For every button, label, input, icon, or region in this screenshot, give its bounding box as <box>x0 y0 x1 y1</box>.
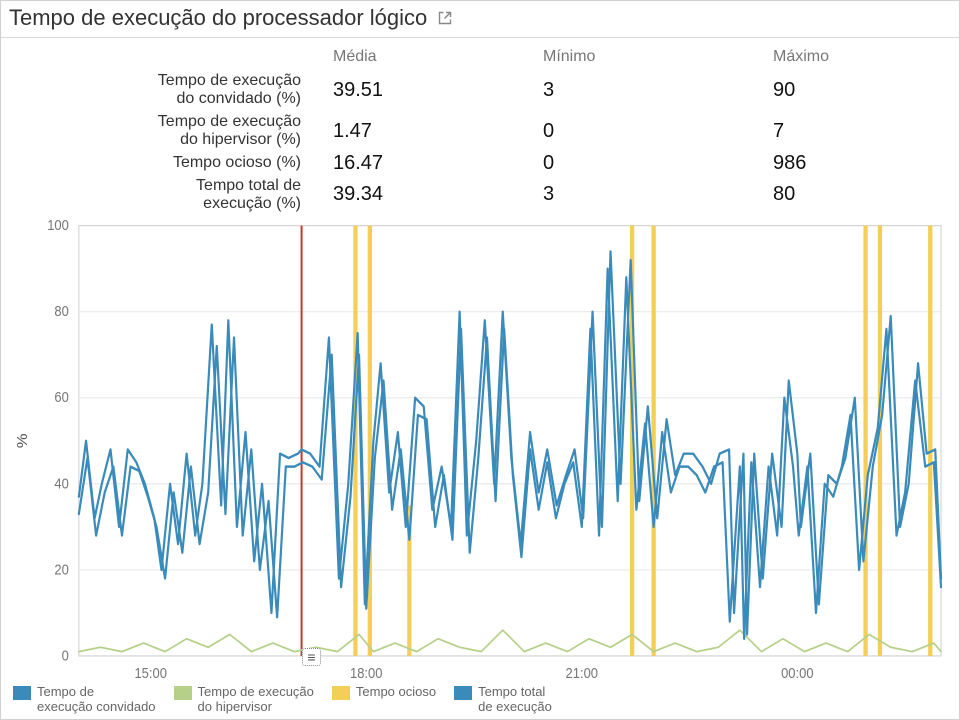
stats-min: 3 <box>539 183 769 206</box>
stats-row: Tempo de execuçãodo hipervisor (%)1.4707 <box>9 111 951 152</box>
stats-label: Tempo total deexecução (%) <box>9 175 329 216</box>
svg-text:40: 40 <box>54 476 69 492</box>
svg-text:15:00: 15:00 <box>134 666 167 682</box>
legend-item[interactable]: Tempo deexecução convidado <box>13 685 156 715</box>
stats-media: 1.47 <box>329 120 539 143</box>
svg-text:%: % <box>15 434 31 449</box>
stats-min: 0 <box>539 120 769 143</box>
stats-media: 39.51 <box>329 79 539 102</box>
stats-max: 90 <box>769 79 951 102</box>
col-media: Média <box>329 46 539 68</box>
col-min: Mínimo <box>539 46 769 68</box>
stats-header-row: Média Mínimo Máximo <box>9 46 951 68</box>
legend-item[interactable]: Tempo de execuçãodo hipervisor <box>174 685 314 715</box>
svg-text:60: 60 <box>54 390 69 406</box>
stats-label: Tempo de execuçãodo hipervisor (%) <box>9 111 329 152</box>
legend-swatch <box>332 686 350 700</box>
external-link-icon[interactable] <box>437 10 453 26</box>
legend-swatch <box>454 686 472 700</box>
legend-swatch <box>13 686 31 700</box>
svg-text:00:00: 00:00 <box>781 666 814 682</box>
stats-min: 0 <box>539 152 769 175</box>
stats-label: Tempo de execuçãodo convidado (%) <box>9 70 329 111</box>
legend-label: Tempo ocioso <box>356 685 436 700</box>
legend-swatch <box>174 686 192 700</box>
svg-text:80: 80 <box>54 304 69 320</box>
stats-table: Média Mínimo Máximo Tempo de execuçãodo … <box>1 38 959 219</box>
stats-media: 16.47 <box>329 152 539 175</box>
legend-label: Tempo de execuçãodo hipervisor <box>198 685 314 715</box>
svg-text:100: 100 <box>47 219 69 233</box>
svg-text:20: 20 <box>54 562 69 578</box>
legend-label: Tempo totalde execução <box>478 685 552 715</box>
processor-runtime-panel: Tempo de execução do processador lógico … <box>0 0 960 720</box>
svg-text:18:00: 18:00 <box>350 666 383 682</box>
panel-title: Tempo de execução do processador lógico <box>9 5 427 31</box>
stats-max: 80 <box>769 183 951 206</box>
svg-text:21:00: 21:00 <box>566 666 599 682</box>
stats-media: 39.34 <box>329 183 539 206</box>
legend-item[interactable]: Tempo totalde execução <box>454 685 552 715</box>
stats-row: Tempo de execuçãodo convidado (%)39.5139… <box>9 70 951 111</box>
stats-max: 986 <box>769 152 951 175</box>
line-chart[interactable]: 0 20 40 60 80 100% 15:00 18:00 21:00 00:00 <box>9 219 951 685</box>
stats-max: 7 <box>769 120 951 143</box>
marker-annotation-icon[interactable]: ≡ <box>302 648 320 666</box>
stats-min: 3 <box>539 79 769 102</box>
svg-text:0: 0 <box>62 648 70 664</box>
chart-area[interactable]: 0 20 40 60 80 100% 15:00 18:00 21:00 00:00 ≡ <box>1 219 959 685</box>
stats-row: Tempo ocioso (%)16.470986 <box>9 152 951 175</box>
stats-label: Tempo ocioso (%) <box>9 152 329 174</box>
panel-titlebar: Tempo de execução do processador lógico <box>1 1 959 38</box>
legend-item[interactable]: Tempo ocioso <box>332 685 436 700</box>
legend-label: Tempo deexecução convidado <box>37 685 156 715</box>
chart-legend: Tempo deexecução convidado Tempo de execu… <box>1 685 959 719</box>
col-max: Máximo <box>769 46 951 68</box>
stats-row: Tempo total deexecução (%)39.34380 <box>9 175 951 216</box>
